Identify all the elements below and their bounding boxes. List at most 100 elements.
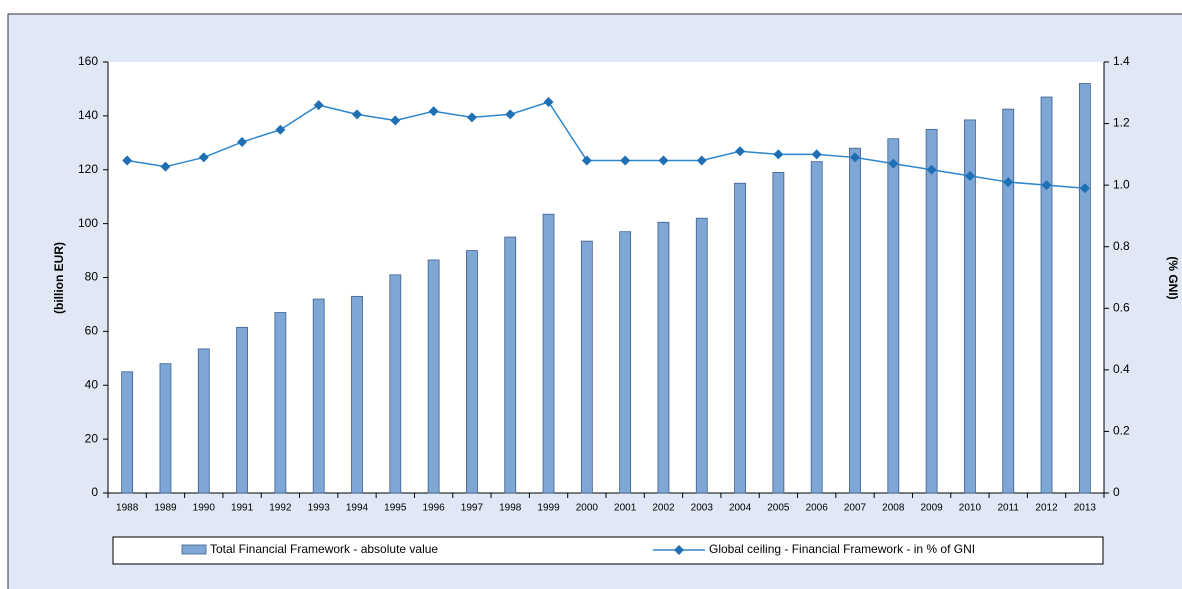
x-tick-label: 2002 bbox=[652, 503, 675, 514]
bar bbox=[466, 250, 478, 494]
bar bbox=[887, 138, 900, 494]
x-tick-label: 2008 bbox=[882, 503, 905, 514]
line-marker bbox=[850, 152, 860, 163]
x-tick-label: 2005 bbox=[767, 503, 790, 514]
x-tick-label: 1998 bbox=[499, 503, 522, 514]
bar bbox=[159, 363, 172, 494]
line-marker bbox=[122, 155, 133, 166]
y2-tick-label: 1.4 bbox=[1113, 54, 1130, 68]
line-marker bbox=[390, 115, 401, 126]
bar bbox=[695, 217, 708, 494]
x-tick-label: 2011 bbox=[997, 503, 1019, 514]
line-marker bbox=[352, 109, 362, 120]
bar bbox=[1002, 108, 1015, 494]
y2-tick-label: 0 bbox=[1113, 485, 1120, 499]
bar bbox=[1078, 83, 1091, 494]
line bbox=[127, 101, 1085, 189]
legend-swatch bbox=[181, 544, 207, 555]
x-tick-label: 1999 bbox=[537, 503, 560, 514]
y-tick-label: 120 bbox=[78, 162, 98, 176]
line-marker bbox=[1003, 177, 1014, 188]
bar bbox=[734, 182, 746, 494]
line-marker bbox=[466, 112, 477, 123]
bar bbox=[772, 172, 785, 494]
bar bbox=[964, 119, 976, 494]
line-marker bbox=[581, 155, 592, 166]
line-marker bbox=[620, 155, 631, 166]
x-tick-label: 2006 bbox=[806, 503, 829, 514]
bar bbox=[504, 236, 517, 494]
line-marker bbox=[237, 137, 248, 148]
y-tick-label: 140 bbox=[78, 108, 98, 122]
y-tick-label: 100 bbox=[78, 216, 98, 230]
y-tick-label: 0 bbox=[91, 485, 98, 499]
bar bbox=[312, 298, 325, 494]
line-marker bbox=[1041, 180, 1052, 191]
x-tick-label: 2000 bbox=[576, 503, 599, 514]
x-tick-label: 2007 bbox=[844, 503, 867, 514]
line-marker bbox=[428, 106, 439, 117]
bar bbox=[121, 371, 134, 494]
y2-tick-label: 1.0 bbox=[1113, 177, 1130, 191]
y-tick-label: 20 bbox=[85, 431, 99, 445]
line-marker bbox=[696, 155, 707, 166]
bar bbox=[657, 221, 670, 494]
y2-axis-label: (% GNI) bbox=[1166, 256, 1180, 299]
y2-tick-label: 0.4 bbox=[1113, 362, 1130, 376]
bar bbox=[1040, 96, 1053, 494]
line-marker bbox=[275, 124, 286, 135]
x-tick-label: 2012 bbox=[1035, 503, 1058, 514]
line-marker bbox=[926, 164, 937, 175]
legend-label: Global ceiling - Financial Framework - i… bbox=[709, 542, 975, 556]
legend bbox=[112, 536, 1104, 565]
bar bbox=[542, 213, 555, 494]
x-tick-label: 1996 bbox=[422, 503, 445, 514]
line-marker bbox=[505, 109, 516, 120]
legend-marker bbox=[674, 545, 684, 555]
y2-tick-label: 0.8 bbox=[1113, 239, 1130, 253]
bar bbox=[274, 312, 287, 494]
line-marker bbox=[811, 149, 822, 160]
line-marker bbox=[313, 100, 324, 111]
y-axis-label: (billion EUR) bbox=[52, 242, 66, 314]
y-tick-label: 160 bbox=[78, 54, 98, 68]
y-tick-label: 60 bbox=[85, 324, 99, 338]
line-marker bbox=[735, 146, 746, 157]
x-tick-label: 1995 bbox=[384, 503, 407, 514]
x-tick-label: 2003 bbox=[691, 503, 714, 514]
bar bbox=[619, 231, 632, 494]
line-marker bbox=[658, 155, 669, 166]
line-marker bbox=[964, 170, 975, 181]
plot-area bbox=[108, 62, 1104, 493]
line-marker bbox=[888, 158, 899, 169]
bar bbox=[351, 295, 363, 494]
y2-tick-label: 0.2 bbox=[1113, 424, 1130, 438]
x-tick-label: 1990 bbox=[193, 503, 216, 514]
line-marker bbox=[543, 97, 554, 108]
x-tick-label: 2009 bbox=[920, 503, 943, 514]
legend-label: Total Financial Framework - absolute val… bbox=[210, 542, 438, 556]
y-tick-label: 80 bbox=[85, 270, 99, 284]
bar bbox=[849, 147, 861, 494]
y-tick-label: 40 bbox=[85, 377, 99, 391]
line-marker bbox=[198, 152, 209, 163]
y2-tick-label: 0.6 bbox=[1113, 300, 1130, 314]
x-tick-label: 1997 bbox=[461, 503, 484, 514]
x-tick-label: 1993 bbox=[308, 503, 331, 514]
x-tick-label: 1994 bbox=[346, 503, 369, 514]
line-marker bbox=[160, 161, 171, 172]
bar bbox=[580, 240, 593, 494]
x-tick-label: 1992 bbox=[269, 503, 292, 514]
x-tick-label: 2001 bbox=[614, 503, 637, 514]
x-tick-label: 1988 bbox=[116, 503, 139, 514]
x-tick-label: 1989 bbox=[154, 503, 177, 514]
x-tick-label: 1991 bbox=[231, 503, 254, 514]
bar bbox=[389, 274, 402, 494]
x-tick-label: 2004 bbox=[729, 503, 752, 514]
x-tick-label: 2013 bbox=[1074, 503, 1097, 514]
line-marker bbox=[1079, 183, 1090, 194]
line-marker bbox=[773, 149, 784, 160]
bar bbox=[427, 259, 440, 494]
